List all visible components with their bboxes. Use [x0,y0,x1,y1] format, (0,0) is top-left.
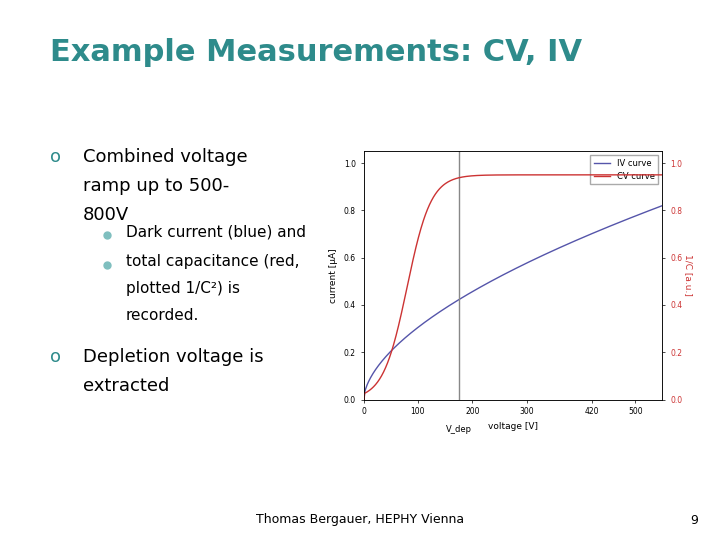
Text: Combined voltage: Combined voltage [83,148,248,166]
Y-axis label: 1/C [a.u.]: 1/C [a.u.] [684,254,693,296]
Text: Thomas Bergauer, HEPHY Vienna: Thomas Bergauer, HEPHY Vienna [256,514,464,526]
Text: ramp up to 500-: ramp up to 500- [83,177,229,195]
Text: Depletion voltage is: Depletion voltage is [83,348,264,366]
Text: total capacitance (red,: total capacitance (red, [126,254,300,269]
Text: o: o [50,148,61,166]
Text: V_dep: V_dep [446,424,472,434]
Text: Example Measurements: CV, IV: Example Measurements: CV, IV [50,38,582,67]
X-axis label: voltage [V]: voltage [V] [488,422,538,431]
Y-axis label: current [µA]: current [µA] [329,248,338,303]
Text: 9: 9 [690,514,698,526]
Text: Dark current (blue) and: Dark current (blue) and [126,225,306,240]
Text: extracted: extracted [83,377,169,395]
Text: 800V: 800V [83,206,129,224]
Text: plotted 1/C²) is: plotted 1/C²) is [126,281,240,296]
Legend: IV curve, CV curve: IV curve, CV curve [590,156,658,184]
Text: recorded.: recorded. [126,308,199,323]
Text: o: o [50,348,61,366]
